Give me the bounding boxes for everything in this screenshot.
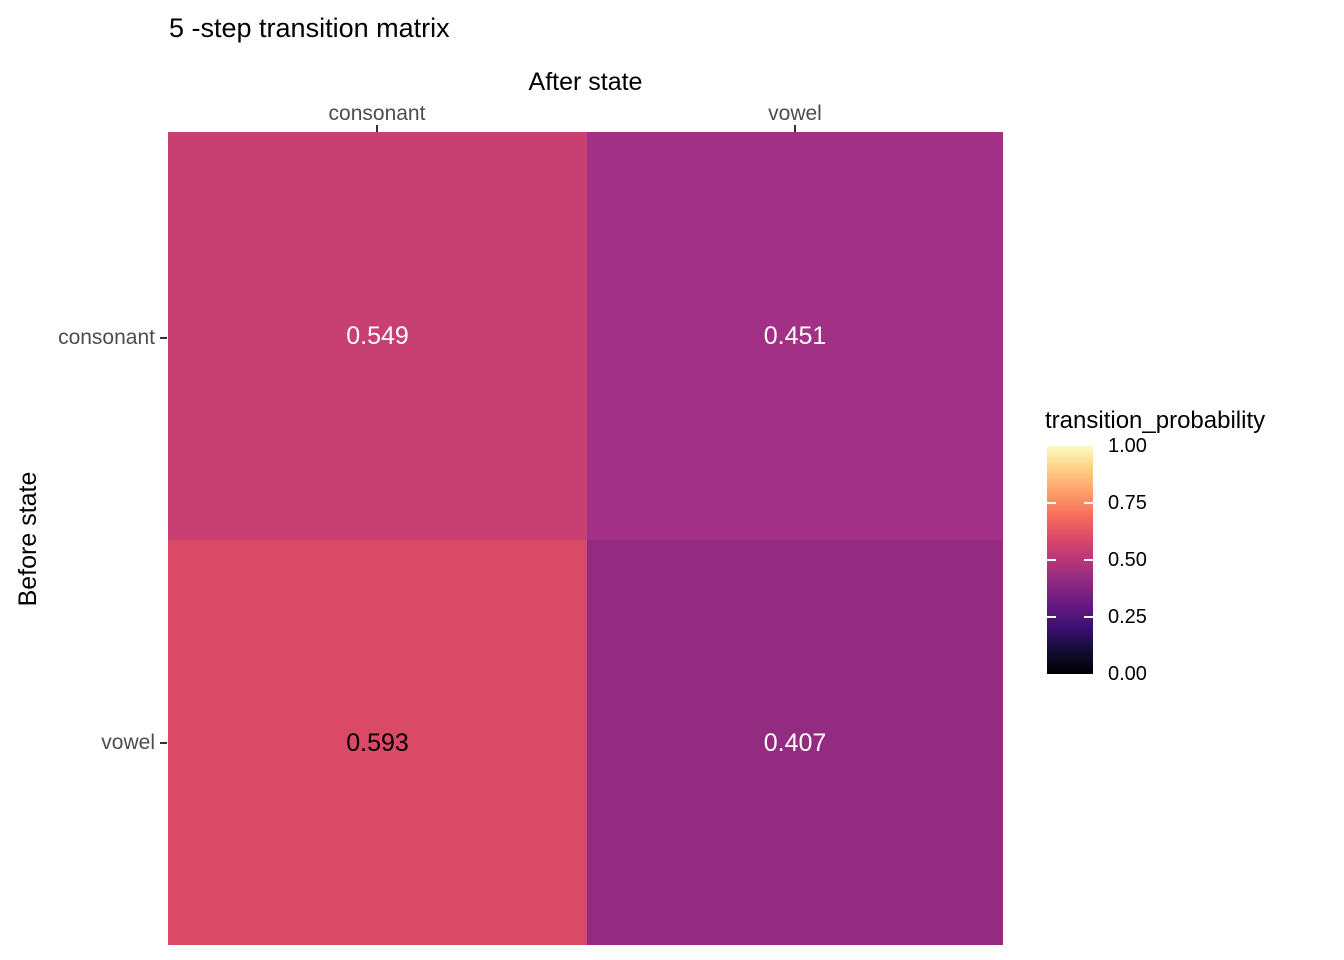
cell-value: 0.407 [763,728,827,757]
x-axis-title: After state [528,68,643,96]
legend-label-0.75: 0.75 [1108,492,1147,514]
legend-tick-mark [1047,559,1056,561]
y-tick-mark [160,742,167,744]
legend-label-0.50: 0.50 [1108,549,1147,571]
x-tick-mark [794,125,796,132]
heatmap-cell-vowel-vowel: 0.407 [587,540,1003,945]
cell-value: 0.549 [346,322,409,350]
chart-title: 5 -step transition matrix [169,13,450,43]
legend-colorbar [1047,446,1093,674]
legend-tick-mark [1047,616,1056,618]
cell-value: 0.451 [763,322,827,350]
legend-tick-mark [1084,502,1093,504]
heatmap-cell-consonant-consonant: 0.549 [168,132,587,540]
y-axis-title: Before state [14,471,42,607]
heatmap-panel: 0.549 0.451 0.593 0.407 [168,132,1003,945]
legend-tick-mark [1084,559,1093,561]
legend-title: transition_probability [1045,407,1266,434]
y-tick-mark [160,337,167,339]
heatmap-cell-vowel-consonant: 0.593 [168,540,587,945]
legend-tick-mark [1047,502,1056,504]
x-tick-label-vowel: vowel [768,102,822,125]
y-tick-label-vowel: vowel [101,731,155,754]
legend-label-0.25: 0.25 [1108,606,1147,628]
legend-label-0.00: 0.00 [1108,663,1147,685]
legend-label-1.00: 1.00 [1108,435,1147,457]
x-tick-label-consonant: consonant [328,102,426,125]
y-tick-label-consonant: consonant [58,326,155,349]
x-tick-mark [376,125,378,132]
legend-tick-mark [1084,616,1093,618]
cell-value: 0.593 [346,728,409,757]
heatmap-cell-consonant-vowel: 0.451 [587,132,1003,540]
